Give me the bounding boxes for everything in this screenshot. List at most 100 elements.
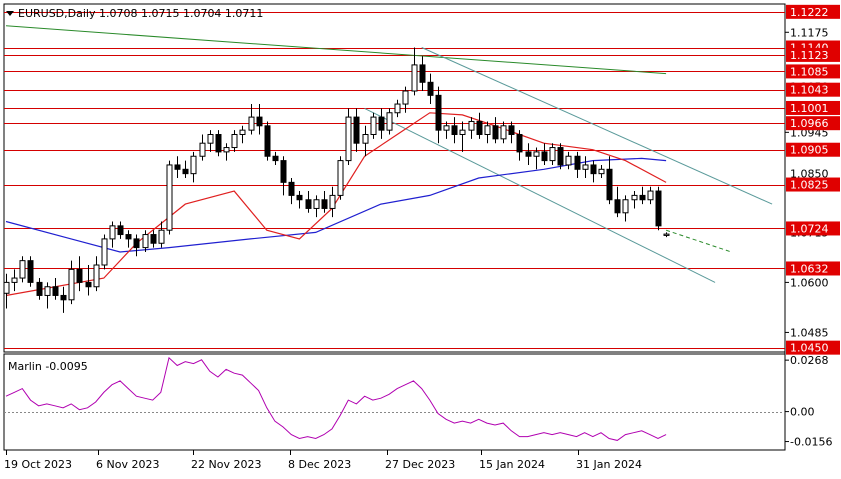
level-price-label: 1.1085: [790, 65, 829, 78]
price-axis: 1.11751.09451.06001.04851.10501.08501.07…: [785, 4, 840, 449]
candle-bear: [606, 168, 613, 201]
level-price-box: [786, 100, 840, 115]
candle-bear: [117, 225, 124, 236]
time-label: 22 Nov 2023: [191, 458, 261, 471]
candle-bull: [622, 199, 629, 214]
time-label: 27 Dec 2023: [385, 458, 455, 471]
candle-bear: [264, 125, 271, 157]
candle-bull: [631, 194, 638, 201]
time-axis: 19 Oct 2023 6 Nov 2023 22 Nov 2023 8 Dec 20…: [4, 450, 642, 471]
candle-bull: [337, 160, 344, 196]
candle-bear: [85, 281, 92, 288]
candle-bear: [60, 294, 67, 301]
candle-bull: [362, 134, 369, 144]
candle-bull: [93, 264, 100, 288]
candle-bear: [451, 125, 458, 136]
indicator-label: Marlin -0.0095: [8, 360, 88, 373]
dropdown-arrow-icon[interactable]: [6, 11, 14, 16]
candle-bear: [52, 286, 59, 296]
candle-bear: [655, 190, 662, 227]
candle-bear: [272, 155, 279, 162]
candle-bear: [557, 147, 564, 166]
channel-upper-line: [421, 47, 773, 205]
time-label: 15 Jan 2024: [479, 458, 545, 471]
candle-bull: [231, 134, 238, 149]
candle-bear: [353, 116, 360, 144]
level-price-label: 1.1123: [790, 49, 829, 62]
candle-bull: [248, 116, 255, 131]
candle-bear: [614, 199, 621, 214]
candle-bull: [345, 116, 352, 162]
candle-bear: [36, 281, 43, 296]
level-price-box: [786, 82, 840, 97]
candle-bull: [533, 151, 540, 157]
level-price-label: 1.0905: [790, 144, 829, 157]
candle-bull: [3, 281, 10, 294]
candle-bull: [647, 190, 654, 201]
level-price-label: 1.1222: [790, 6, 829, 19]
candle-bear: [525, 151, 532, 157]
candle-bear: [574, 155, 581, 170]
oscillator-line: [5, 356, 667, 441]
candle-bull: [239, 129, 246, 135]
level-price-box: [786, 64, 840, 79]
candle-bull: [549, 147, 556, 162]
candle-bull: [329, 194, 336, 209]
axis-tick-label: 1.1175: [790, 26, 829, 39]
candle-bull: [109, 225, 116, 240]
candle-bull: [223, 147, 230, 153]
candle-bear: [419, 64, 426, 83]
candle-bull: [500, 125, 507, 140]
level-price-label: 1.0825: [790, 179, 829, 192]
level-price-label: 1.0724: [790, 222, 829, 235]
candle-bull: [459, 129, 466, 135]
candle-bull: [565, 155, 572, 166]
time-label: 6 Nov 2023: [96, 458, 159, 471]
candle-bull: [158, 229, 165, 244]
candle-bear: [150, 234, 157, 244]
candle-bear: [256, 116, 263, 127]
candle-bull: [394, 103, 401, 114]
candle-bull: [11, 277, 18, 283]
candle-bear: [125, 234, 132, 240]
level-price-box: [786, 177, 840, 192]
candle-bull: [411, 64, 418, 92]
candle-bear: [321, 199, 328, 209]
level-price-label: 1.0450: [790, 342, 829, 355]
level-price-box: [786, 221, 840, 236]
candle-bull: [598, 168, 605, 175]
level-price-box: [786, 340, 840, 355]
candle-bear: [508, 125, 515, 136]
candle-bear: [590, 164, 597, 175]
horizontal-levels: [4, 12, 785, 349]
candle-bear: [27, 260, 34, 283]
candle-bear: [492, 125, 499, 140]
candle-bull: [207, 134, 214, 144]
candle-bull: [386, 112, 393, 131]
candle-bear: [541, 151, 548, 162]
level-price-box: [786, 142, 840, 157]
candle-bear: [288, 181, 295, 196]
candle-bull: [402, 90, 409, 105]
level-price-box: [786, 4, 840, 19]
candle-bull: [166, 164, 173, 231]
axis-tick-label: 1.0485: [790, 326, 829, 339]
level-price-label: 1.0632: [790, 262, 829, 275]
candle-bull: [44, 286, 51, 296]
candle-bear: [305, 199, 312, 209]
level-price-label: 1.0966: [790, 117, 829, 130]
osc-axis-tick-label: -0.0156: [790, 436, 832, 449]
candle-bull: [68, 268, 75, 301]
time-label: 31 Jan 2024: [576, 458, 642, 471]
projection-line: [665, 229, 732, 253]
candle-bull: [582, 164, 589, 170]
axis-tick-label: 1.0600: [790, 276, 829, 289]
candle-bull: [484, 125, 491, 136]
candle-bull: [101, 238, 108, 266]
osc-axis-tick-label: 0.00: [790, 406, 815, 419]
symbol-info-label: EURUSD,Daily 1.0708 1.0715 1.0704 1.0711: [18, 7, 263, 20]
candle-bear: [476, 120, 483, 135]
oscillator-pane: [4, 356, 785, 441]
